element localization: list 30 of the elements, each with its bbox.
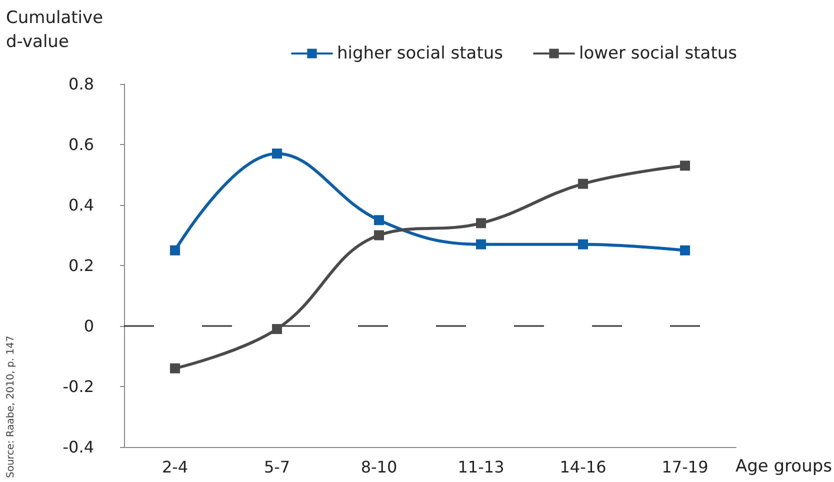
- x-tick-label: 17-19: [662, 458, 708, 476]
- y-tick-label: 0.6: [68, 135, 94, 154]
- y-tick-label: 0: [84, 316, 94, 336]
- source-note: Source: Raabe, 2010, p. 147: [6, 336, 16, 478]
- point: [476, 239, 486, 250]
- x-axis-title: Age groups: [735, 456, 832, 476]
- x-tick-label: 2-4: [162, 458, 188, 476]
- point: [476, 218, 486, 228]
- point: [272, 148, 282, 159]
- y-axis-title: Cumulative d-value: [6, 8, 108, 52]
- point: [272, 324, 282, 334]
- x-tick-label: 5-7: [264, 458, 290, 476]
- legend-label: lower social status: [579, 44, 738, 64]
- y-tick-label: 0.8: [68, 74, 94, 94]
- y-tick-label: -0.4: [62, 438, 94, 456]
- point: [170, 245, 180, 256]
- point: [170, 363, 180, 374]
- point: [578, 178, 588, 189]
- legend-label: higher social status: [336, 44, 504, 64]
- x-tick-label: 14-16: [560, 458, 606, 476]
- x-tick-label: 11-13: [458, 458, 504, 476]
- point: [374, 230, 384, 240]
- point: [374, 215, 384, 226]
- y-tick-label: 0.4: [68, 196, 94, 214]
- point: [680, 160, 690, 171]
- point: [578, 239, 588, 250]
- point: [680, 245, 690, 256]
- y-tick-label: -0.2: [62, 377, 94, 396]
- x-tick-label: 8-10: [360, 458, 398, 476]
- y-tick-label: 0.2: [68, 256, 94, 275]
